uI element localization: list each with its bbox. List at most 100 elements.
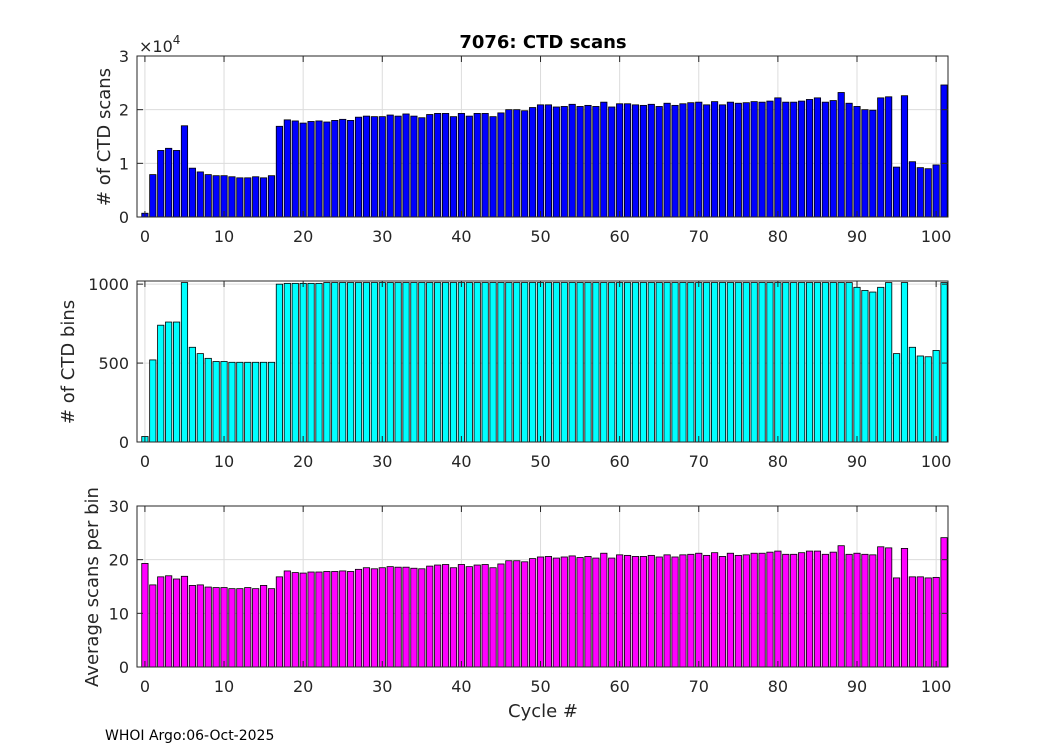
bar-scans-cycle-24 [331,120,339,218]
bar-avg-cycle-93 [877,546,885,668]
bar-avg-cycle-32 [394,566,402,668]
x-tick-label: 30 [372,227,392,246]
bar-bins-cycle-20 [299,282,307,443]
bar-bins-cycle-58 [600,282,608,443]
bar-scans-cycle-48 [521,110,529,218]
bar-avg-cycle-24 [331,571,339,668]
bar-avg-cycle-14 [252,588,260,668]
x-tick-label: 100 [921,452,952,471]
figure-title: 7076: CTD scans [459,32,626,53]
exponent-base: ×10 [139,37,173,56]
panel-ctd-scans-frame [136,55,949,218]
bar-scans-cycle-4 [172,150,181,218]
bar-avg-cycle-12 [236,588,244,668]
bar-scans-cycle-61 [623,103,632,218]
bar-avg-cycle-55 [576,557,584,668]
bar-bins-cycle-82 [790,282,798,443]
y-tick-label: 0 [119,208,129,227]
bar-avg-cycle-4 [172,578,181,668]
panel-ctd-bins-xticks: 0 10 20 30 40 50 60 70 80 90 100 [140,281,952,471]
bar-avg-cycle-0 [141,563,149,668]
bar-bins-cycle-60 [616,282,624,443]
bar-bins-cycle-44 [489,282,497,443]
x-tick-label: 50 [530,452,550,471]
bar-bins-cycle-39 [449,282,458,443]
bar-avg-cycle-48 [521,561,529,668]
bar-bins-cycle-80 [774,282,782,443]
bar-avg-cycle-81 [782,553,790,668]
bar-scans-cycle-39 [449,116,458,218]
bar-scans-cycle-70 [695,101,703,218]
bar-bins-cycle-48 [521,282,529,443]
bar-avg-cycle-76 [742,554,750,668]
bar-avg-cycle-64 [647,554,655,668]
bar-scans-cycle-84 [805,99,814,218]
bar-avg-cycle-91 [861,553,869,668]
bar-bins-cycle-73 [718,282,727,443]
bar-bins-cycle-36 [426,282,434,443]
bar-bins-cycle-78 [758,282,766,443]
bar-bins-cycle-19 [291,282,299,443]
bar-avg-cycle-16 [267,588,276,668]
bar-bins-cycle-8 [204,357,212,443]
x-tick-label: 40 [451,227,471,246]
bar-bins-cycle-77 [750,282,758,443]
bar-bins-cycle-65 [655,282,663,443]
bar-bins-cycle-92 [869,291,877,443]
bar-avg-cycle-53 [560,556,568,668]
bar-scans-cycle-21 [307,121,315,218]
bar-avg-cycle-73 [718,556,727,668]
bar-avg-cycle-77 [750,552,758,668]
x-tick-label: 10 [214,452,234,471]
footer-stamp: WHOI Argo:06-Oct-2025 [105,728,274,744]
bar-scans-cycle-34 [410,115,418,218]
bar-bins-cycle-29 [370,282,378,443]
bar-scans-cycle-55 [576,106,584,218]
bar-bins-cycle-5 [180,282,189,443]
bar-bins-cycle-46 [505,282,513,443]
bar-scans-cycle-74 [726,101,734,218]
bar-scans-cycle-60 [616,103,624,218]
x-tick-label: 70 [689,452,709,471]
bar-scans-cycle-12 [236,177,244,218]
bar-avg-cycle-80 [774,550,782,668]
bar-scans-cycle-44 [489,116,497,218]
bar-bins-cycle-35 [418,282,426,443]
bar-scans-cycle-87 [829,100,837,218]
bar-bins-cycle-9 [212,361,220,443]
bar-avg-cycle-44 [489,567,497,668]
bar-scans-cycle-17 [275,125,283,218]
bar-scans-cycle-95 [893,166,901,218]
bar-avg-cycle-50 [536,556,545,668]
bar-avg-cycle-3 [165,575,173,668]
bar-bins-cycle-25 [339,282,347,443]
panel-ctd-bins: 0 500 1000 0 10 20 30 40 50 60 70 80 90 100 # of CTD… [58,275,951,471]
bar-bins-cycle-61 [623,282,632,443]
bar-bins-cycle-72 [711,282,719,443]
bar-bins-cycle-21 [307,282,315,443]
bar-avg-cycle-39 [449,567,458,668]
panel-ctd-scans: 0 1 2 3 0 10 20 30 40 50 60 70 80 90 100 # of CTD sca… [94,33,951,246]
bar-avg-cycle-101 [940,537,948,668]
bar-bins-cycle-101 [940,282,948,443]
bar-avg-cycle-78 [758,552,766,668]
bar-avg-cycle-35 [418,568,426,668]
bar-avg-cycle-85 [813,550,822,668]
y-tick-label: 30 [109,497,129,516]
bar-bins-cycle-55 [576,282,584,443]
bar-scans-cycle-50 [536,104,545,218]
bar-bins-cycle-27 [354,282,363,443]
bar-scans-cycle-66 [663,102,671,218]
bar-bins-cycle-23 [323,282,331,443]
y-tick-label: 1000 [88,275,129,294]
y-tick-label: 0 [119,433,129,452]
bar-scans-cycle-31 [386,114,394,218]
bar-avg-cycle-27 [354,568,363,668]
bar-avg-cycle-54 [568,555,576,668]
bar-bins-cycle-31 [386,282,394,443]
bar-scans-cycle-92 [869,109,877,218]
bar-bins-cycle-86 [821,282,829,443]
bar-bins-cycle-51 [544,282,553,443]
bar-scans-cycle-14 [252,176,260,218]
bar-bins-cycle-64 [647,282,655,443]
